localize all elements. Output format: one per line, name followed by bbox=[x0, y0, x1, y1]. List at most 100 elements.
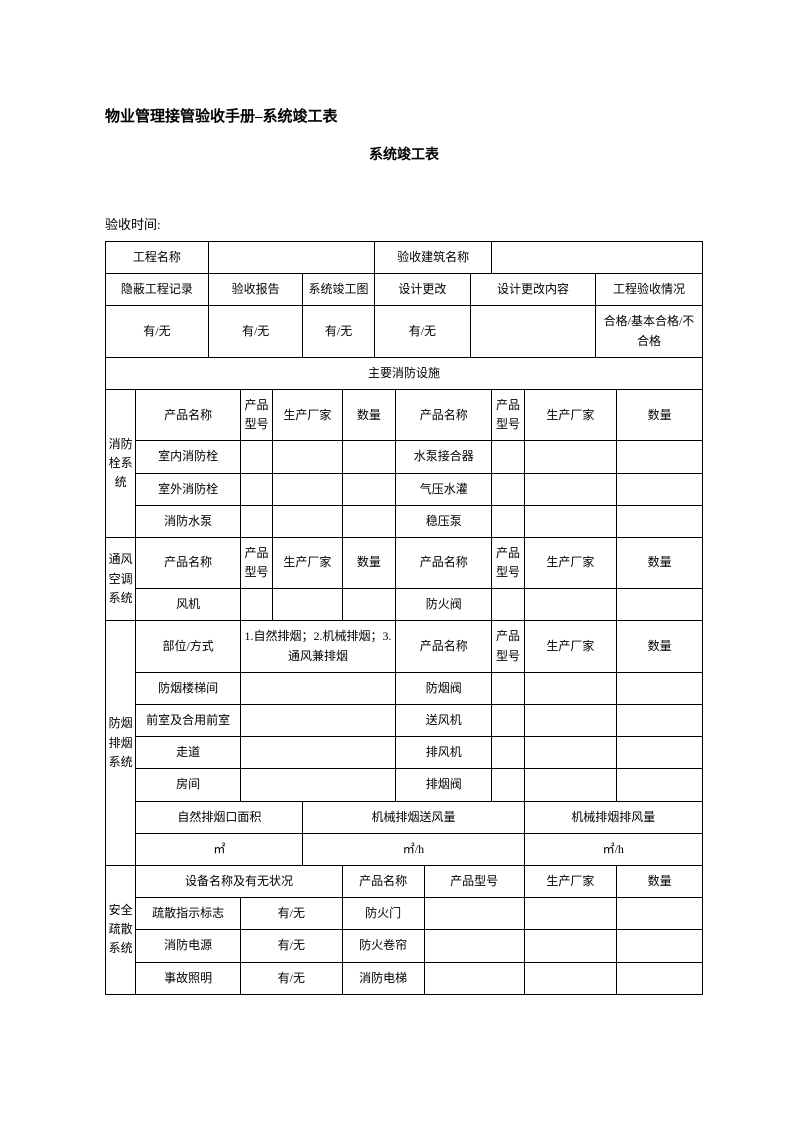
cell-building-name-label: 验收建筑名称 bbox=[374, 242, 492, 274]
cell-safety-system: 安全疏散系统 bbox=[106, 865, 136, 994]
cell bbox=[240, 441, 272, 473]
cell-fire-damper: 防火阀 bbox=[396, 589, 492, 621]
cell bbox=[424, 898, 524, 930]
cell-hydrant-qty-l: 数量 bbox=[342, 389, 396, 440]
cell-design-change-content: 设计更改内容 bbox=[471, 274, 596, 306]
cell bbox=[617, 705, 703, 737]
cell-safety-model: 产品型号 bbox=[424, 865, 524, 897]
cell-exhaust-fan: 排风机 bbox=[396, 737, 492, 769]
cell bbox=[524, 737, 617, 769]
cell-hydrant-prodname-r: 产品名称 bbox=[396, 389, 492, 440]
cell-equip-name-status: 设备名称及有无状况 bbox=[136, 865, 342, 897]
cell-hydrant-mfr-r: 生产厂家 bbox=[524, 389, 617, 440]
cell bbox=[492, 705, 524, 737]
cell-room: 房间 bbox=[136, 769, 241, 801]
cell-mech-send-air: 机械排烟送风量 bbox=[303, 801, 524, 833]
cell bbox=[617, 589, 703, 621]
cell bbox=[273, 441, 343, 473]
cell bbox=[524, 930, 617, 962]
cell bbox=[273, 589, 343, 621]
cell-pump-adapter: 水泵接合器 bbox=[396, 441, 492, 473]
cell-hvac-qty-l: 数量 bbox=[342, 537, 396, 588]
cell-youwu-b: 有/无 bbox=[240, 930, 342, 962]
cell-mech-exhaust-air: 机械排烟排风量 bbox=[524, 801, 702, 833]
cell bbox=[524, 441, 617, 473]
cell bbox=[617, 769, 703, 801]
cell-hidden-record: 隐蔽工程记录 bbox=[106, 274, 209, 306]
cell-pressure-tank: 气压水灌 bbox=[396, 473, 492, 505]
cell-sys-drawing: 系统竣工图 bbox=[303, 274, 374, 306]
cell bbox=[424, 962, 524, 994]
cell-position-method: 部位/方式 bbox=[136, 621, 241, 672]
cell-evac-sign: 疏散指示标志 bbox=[136, 898, 241, 930]
cell bbox=[524, 705, 617, 737]
cell-fire-door: 防火门 bbox=[342, 898, 424, 930]
cell-hvac-mfr-l: 生产厂家 bbox=[273, 537, 343, 588]
cell bbox=[240, 505, 272, 537]
cell-emerg-light: 事故照明 bbox=[136, 962, 241, 994]
cell-m2: ㎡ bbox=[136, 833, 303, 865]
cell-smoke-prodname-r: 产品名称 bbox=[396, 621, 492, 672]
cell-smoke-stair: 防烟楼梯间 bbox=[136, 672, 241, 704]
cell bbox=[342, 441, 396, 473]
cell bbox=[240, 769, 395, 801]
cell bbox=[524, 589, 617, 621]
cell-hydrant-mfr-l: 生产厂家 bbox=[273, 389, 343, 440]
cell bbox=[617, 441, 703, 473]
cell-proj-accept-status: 工程验收情况 bbox=[595, 274, 702, 306]
cell bbox=[617, 473, 703, 505]
cell-youwu-4: 有/无 bbox=[374, 306, 470, 357]
cell-building-name-value bbox=[492, 242, 703, 274]
cell-smoke-damper: 防烟阀 bbox=[396, 672, 492, 704]
cell bbox=[617, 930, 703, 962]
cell-hydrant-prodname-l: 产品名称 bbox=[136, 389, 241, 440]
cell-outdoor-hydrant: 室外消防栓 bbox=[136, 473, 241, 505]
cell-safety-prodname: 产品名称 bbox=[342, 865, 424, 897]
cell-youwu-1: 有/无 bbox=[106, 306, 209, 357]
cell bbox=[524, 962, 617, 994]
cell-hvac-prodname-r: 产品名称 bbox=[396, 537, 492, 588]
cell bbox=[617, 505, 703, 537]
cell-youwu-a: 有/无 bbox=[240, 898, 342, 930]
cell bbox=[524, 505, 617, 537]
cell-design-change: 设计更改 bbox=[374, 274, 470, 306]
cell-accept-report: 验收报告 bbox=[208, 274, 303, 306]
cell bbox=[492, 672, 524, 704]
cell-fire-power: 消防电源 bbox=[136, 930, 241, 962]
cell bbox=[492, 769, 524, 801]
cell bbox=[524, 898, 617, 930]
cell bbox=[492, 441, 524, 473]
cell bbox=[617, 737, 703, 769]
cell-exhaust-damper: 排烟阀 bbox=[396, 769, 492, 801]
cell-hvac-mfr-r: 生产厂家 bbox=[524, 537, 617, 588]
page-title-1: 物业管理接管验收手册–系统竣工表 bbox=[105, 105, 703, 126]
cell-fire-pump: 消防水泵 bbox=[136, 505, 241, 537]
cell bbox=[524, 473, 617, 505]
cell-indoor-hydrant: 室内消防栓 bbox=[136, 441, 241, 473]
cell-design-change-content-value bbox=[471, 306, 596, 357]
cell bbox=[342, 473, 396, 505]
cell-safety-mfr: 生产厂家 bbox=[524, 865, 617, 897]
cell bbox=[240, 473, 272, 505]
cell-corridor: 走道 bbox=[136, 737, 241, 769]
cell bbox=[524, 769, 617, 801]
cell-proj-name-label: 工程名称 bbox=[106, 242, 209, 274]
cell-hydrant-system: 消防栓系统 bbox=[106, 389, 136, 537]
cell bbox=[492, 737, 524, 769]
cell bbox=[492, 589, 524, 621]
cell bbox=[273, 505, 343, 537]
cell-pass-status: 合格/基本合格/不合格 bbox=[595, 306, 702, 357]
cell bbox=[424, 930, 524, 962]
cell bbox=[524, 672, 617, 704]
cell bbox=[617, 898, 703, 930]
cell bbox=[240, 705, 395, 737]
cell-stable-pump: 稳压泵 bbox=[396, 505, 492, 537]
cell-smoke-model-r: 产品型号 bbox=[492, 621, 524, 672]
cell bbox=[492, 473, 524, 505]
cell-smoke-mfr-r: 生产厂家 bbox=[524, 621, 617, 672]
cell-smoke-qty-r: 数量 bbox=[617, 621, 703, 672]
accept-time-label: 验收时间: bbox=[105, 214, 703, 233]
cell-hvac-prodname-l: 产品名称 bbox=[136, 537, 241, 588]
cell bbox=[240, 737, 395, 769]
cell-supply-fan: 送风机 bbox=[396, 705, 492, 737]
